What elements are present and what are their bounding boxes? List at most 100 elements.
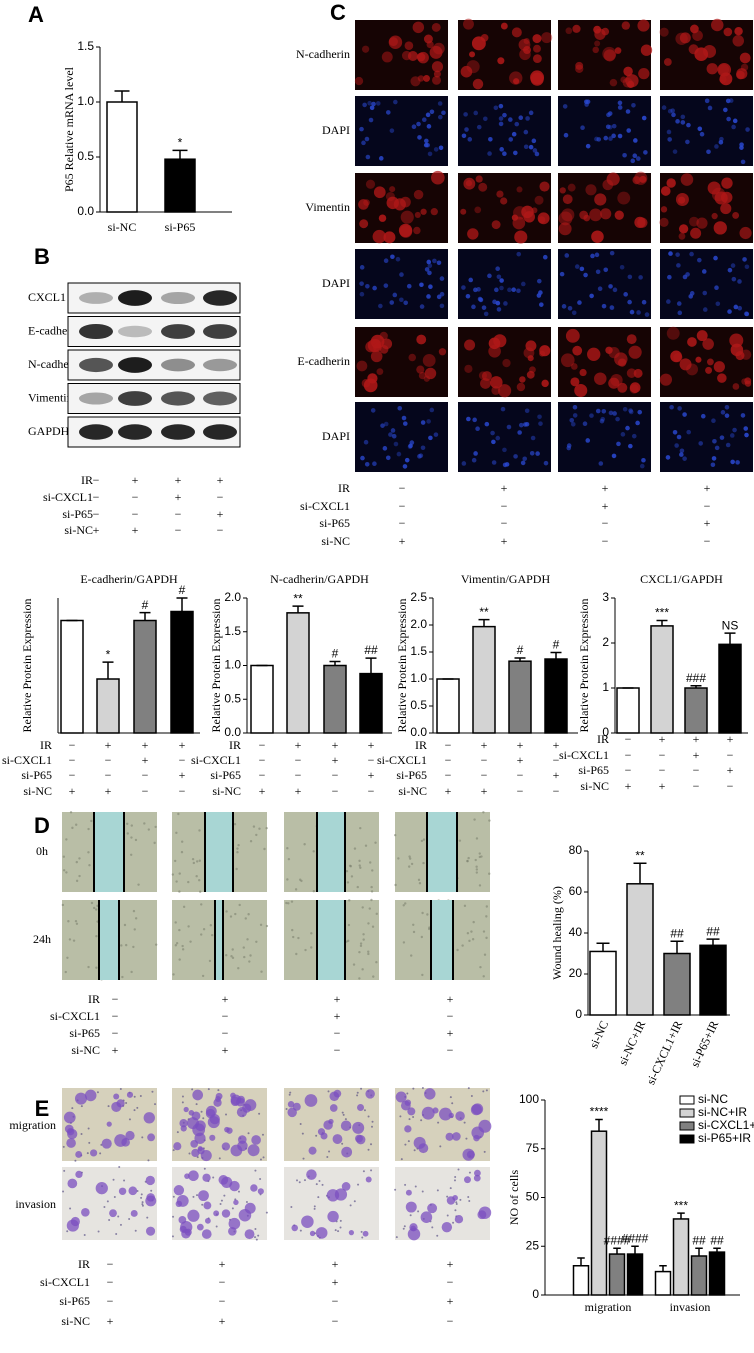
error-bar <box>713 1247 721 1253</box>
if-row-label: DAPI <box>322 123 350 137</box>
nucleus <box>609 250 615 256</box>
cell-stain <box>471 36 486 51</box>
nucleus <box>516 251 522 257</box>
condition-label: si-P65 <box>319 516 350 530</box>
nucleus <box>401 415 407 421</box>
cell-texture <box>255 940 258 943</box>
cell-stain <box>621 21 631 30</box>
cell-texture <box>259 923 263 927</box>
cell-texture <box>294 888 298 891</box>
condition-label: si-P65 <box>59 1294 90 1308</box>
condition-sign: + <box>142 753 149 767</box>
bar <box>616 687 640 734</box>
bar <box>60 619 84 734</box>
significance-label: *** <box>655 606 669 620</box>
nucleus <box>710 462 716 468</box>
cell-texture <box>312 889 316 893</box>
condition-sign: + <box>179 738 186 752</box>
cell-texture <box>233 823 237 826</box>
nucleus <box>514 121 520 127</box>
nucleus <box>419 282 424 288</box>
microscopy-image <box>558 402 651 472</box>
pore <box>341 1111 344 1114</box>
cell-stain <box>496 190 504 198</box>
nucleus <box>543 460 549 466</box>
cell-texture <box>345 870 349 873</box>
nucleus <box>603 267 609 273</box>
cell-texture <box>353 847 357 850</box>
significance-label: ## <box>670 926 684 940</box>
nucleus <box>427 151 433 157</box>
pore <box>400 1158 403 1161</box>
nucleus <box>701 269 707 274</box>
cell-stain <box>356 360 368 372</box>
panel-label: D <box>34 813 50 838</box>
condition-sign: + <box>222 992 229 1006</box>
stained-cell <box>323 1120 333 1130</box>
stained-cell <box>464 1176 471 1184</box>
cell-texture <box>94 908 98 911</box>
condition-sign: − <box>112 1009 119 1023</box>
cell-stain <box>718 64 730 75</box>
nucleus <box>566 445 572 451</box>
nucleus <box>563 132 569 138</box>
nucleus <box>584 99 589 105</box>
stained-cell <box>365 1176 372 1183</box>
cell-stain <box>412 21 425 34</box>
nucleus <box>371 101 376 107</box>
cell-texture <box>187 880 190 884</box>
nucleus <box>439 291 445 297</box>
cell-stain <box>617 382 628 393</box>
stained-cell <box>405 1189 412 1196</box>
cell-texture <box>95 934 98 938</box>
nucleus <box>466 416 471 422</box>
bar <box>250 664 274 734</box>
nucleus <box>574 264 580 269</box>
stained-cell <box>473 1174 481 1182</box>
cell-texture <box>468 939 471 943</box>
cell-texture <box>466 932 470 935</box>
cell-texture <box>362 938 365 941</box>
nucleus <box>685 139 690 145</box>
condition-sign: + <box>693 748 700 762</box>
pore <box>412 1115 415 1118</box>
condition-sign: − <box>69 738 76 752</box>
nucleus <box>639 463 645 469</box>
nucleus <box>407 444 413 450</box>
pore <box>188 1152 191 1155</box>
pore <box>141 1204 144 1207</box>
pore <box>356 1091 359 1094</box>
nucleus <box>438 145 444 151</box>
stained-cell <box>173 1185 185 1196</box>
pore <box>339 1219 342 1222</box>
bar <box>626 1253 644 1296</box>
stained-cell <box>292 1102 301 1111</box>
nucleus <box>521 281 526 287</box>
nucleus <box>513 454 518 459</box>
cell-stain <box>478 182 488 192</box>
pore <box>192 1195 195 1198</box>
wound-row-label: 24h <box>33 932 51 946</box>
cell-texture <box>174 921 177 924</box>
condition-sign: + <box>132 523 139 537</box>
pore <box>349 1204 352 1207</box>
cell-texture <box>187 925 190 928</box>
pore <box>299 1122 302 1125</box>
pore <box>446 1195 449 1198</box>
cell-stain <box>433 70 441 78</box>
stained-cell <box>145 1226 156 1236</box>
condition-sign: − <box>517 768 524 782</box>
cell-texture <box>258 827 261 830</box>
pore <box>449 1096 452 1099</box>
cell-stain <box>714 191 728 205</box>
bar <box>608 1253 626 1296</box>
condition-sign: + <box>332 1275 339 1289</box>
pore <box>117 1215 120 1218</box>
cell-texture <box>132 945 135 949</box>
cell-texture <box>87 851 90 854</box>
condition-sign: + <box>222 1043 229 1057</box>
pore <box>196 1156 199 1159</box>
nucleus <box>380 423 385 428</box>
condition-label: si-NC <box>398 784 427 798</box>
cell-texture <box>290 900 294 903</box>
